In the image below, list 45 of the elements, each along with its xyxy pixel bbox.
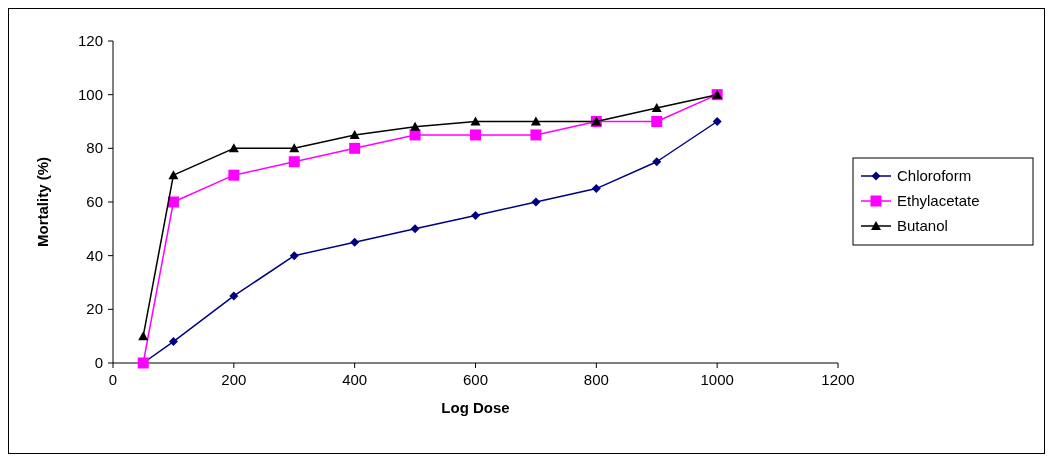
x-tick-label: 200 (221, 371, 247, 388)
y-axis-title: Mortality (%) (34, 157, 51, 247)
point (652, 157, 662, 167)
point (470, 129, 481, 141)
point (288, 156, 300, 168)
point (138, 331, 149, 341)
point (289, 251, 299, 261)
point (289, 143, 300, 153)
x-axis-title: Log Dose (441, 399, 510, 416)
point (410, 224, 420, 234)
x-tick-label: 400 (342, 371, 368, 388)
y-tick-label: 20 (86, 300, 103, 318)
point (530, 116, 541, 126)
y-tick-label: 60 (86, 193, 103, 210)
point (410, 121, 421, 131)
legend-label: Chloroform (897, 167, 972, 184)
point (349, 129, 360, 139)
point (168, 337, 178, 347)
point (350, 237, 360, 247)
point (471, 210, 480, 220)
point (228, 143, 239, 153)
point (349, 142, 361, 154)
legend-label: Butanol (897, 217, 948, 234)
point (168, 170, 179, 180)
point (651, 103, 662, 113)
point (712, 117, 722, 126)
point (530, 129, 542, 141)
x-tick-label: 1200 (821, 371, 855, 388)
point (591, 184, 601, 194)
point (470, 116, 481, 126)
x-tick-label: 600 (462, 371, 489, 388)
point (167, 196, 179, 208)
x-tick-label: 1000 (700, 371, 734, 388)
point (651, 116, 663, 127)
x-tick-label: 800 (583, 371, 609, 388)
y-tick-label: 0 (94, 354, 103, 371)
y-tick-label: 100 (77, 85, 103, 103)
y-tick-label: 80 (86, 139, 103, 157)
point (229, 291, 239, 301)
legend-label: Ethylacetate (897, 192, 980, 209)
y-tick-label: 40 (86, 246, 103, 264)
x-tick-label: 0 (108, 371, 118, 388)
point (228, 169, 240, 181)
point (531, 197, 541, 207)
y-tick-label: 120 (77, 32, 103, 49)
